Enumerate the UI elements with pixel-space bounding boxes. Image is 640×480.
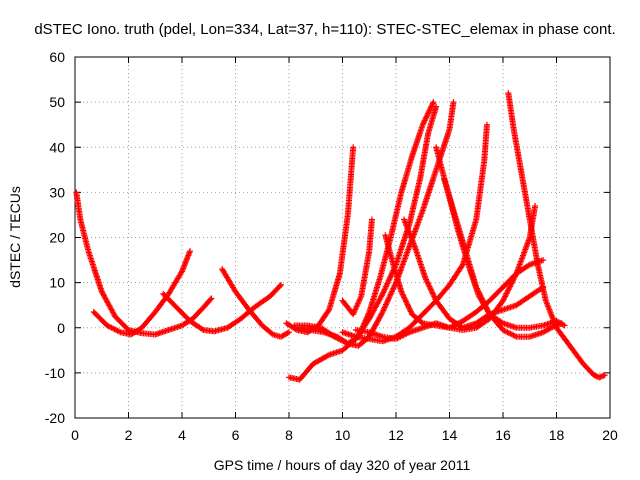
x-axis-title: GPS time / hours of day 320 of year 2011 <box>214 457 471 473</box>
y-axis-title: dSTEC / TECUs <box>7 186 23 288</box>
x-tick-label: 8 <box>285 427 293 443</box>
x-tick-label: 10 <box>335 427 351 443</box>
series-arc-12 <box>382 232 547 331</box>
ticks <box>74 56 611 419</box>
data-point <box>458 262 465 269</box>
data-point <box>368 216 375 223</box>
data-point <box>546 325 553 332</box>
y-tick-label: 60 <box>49 49 65 65</box>
data-point <box>561 322 568 329</box>
y-tick-label: 0 <box>57 320 65 336</box>
data-point <box>324 352 331 359</box>
y-tick-labels: -20 -10 0 10 20 30 40 50 60 <box>45 49 65 426</box>
data-point <box>601 372 608 379</box>
x-tick-labels: 0 2 4 6 8 10 12 14 16 18 20 <box>71 427 618 443</box>
series-arc-15 <box>433 144 568 331</box>
data-point <box>284 330 291 337</box>
chart-title: dSTEC Iono. truth (pdel, Lon=334, Lat=37… <box>34 21 615 38</box>
data-point <box>286 329 292 336</box>
x-tick-label: 14 <box>442 427 458 443</box>
series-arc-4 <box>219 266 292 340</box>
data-point <box>208 295 215 302</box>
data-point <box>276 283 283 290</box>
x-tick-label: 4 <box>178 427 186 443</box>
data-point <box>187 248 194 255</box>
y-tick-label: 40 <box>49 139 65 155</box>
y-tick-label: 30 <box>49 184 65 200</box>
y-tick-label: 20 <box>49 230 65 246</box>
data-point <box>540 257 547 264</box>
x-tick-label: 6 <box>232 427 240 443</box>
y-tick-label: 10 <box>49 275 65 291</box>
series-group <box>73 90 608 383</box>
data-point <box>199 326 206 333</box>
data-point <box>532 202 539 209</box>
data-point <box>430 99 437 106</box>
x-tick-label: 18 <box>549 427 565 443</box>
y-tick-label: -10 <box>45 365 65 381</box>
y-tick-label: -20 <box>45 410 65 426</box>
x-tick-label: 20 <box>602 427 618 443</box>
series-arc-1 <box>73 189 215 338</box>
x-tick-label: 2 <box>125 427 133 443</box>
data-point <box>450 99 457 106</box>
series-arc-3 <box>160 281 284 335</box>
data-point <box>350 144 357 151</box>
data-point <box>207 296 214 303</box>
data-point <box>277 281 284 288</box>
data-point <box>560 321 567 328</box>
data-point <box>483 121 490 128</box>
series-arc-9 <box>339 216 375 318</box>
data-point <box>418 319 425 326</box>
x-tick-label: 16 <box>495 427 511 443</box>
data-point <box>325 308 332 315</box>
y-tick-label: 50 <box>49 94 65 110</box>
x-tick-label: 0 <box>71 427 79 443</box>
series-arc-16 <box>505 90 608 381</box>
x-tick-label: 12 <box>388 427 404 443</box>
